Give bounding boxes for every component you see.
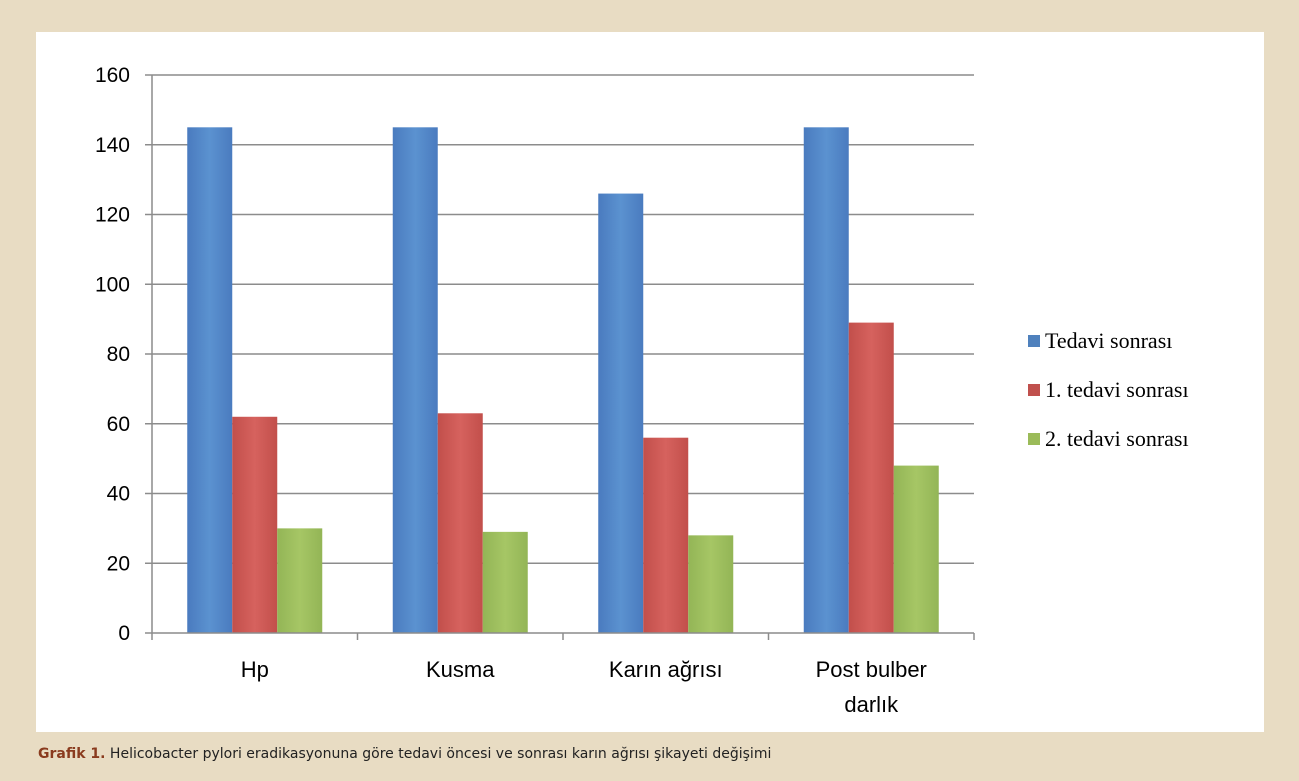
bar-1-2 — [392, 127, 438, 633]
bar-3-2 — [482, 531, 528, 633]
legend-swatch-1 — [1028, 335, 1040, 347]
bar-2-1 — [232, 416, 278, 633]
legend-swatch-2 — [1028, 384, 1040, 396]
bar-2-3 — [643, 437, 689, 633]
y-tick-label: 40 — [107, 483, 130, 506]
bar-3-3 — [688, 535, 734, 633]
caption-label: Grafik 1. — [38, 746, 106, 762]
x-tick-label: Karın ağrısı — [609, 657, 723, 682]
bar-1-1 — [187, 127, 233, 633]
bars — [187, 127, 939, 633]
bar-3-4 — [893, 465, 939, 633]
x-tick-labels: Hp Kusma Karın ağrısı Post bulber darlık — [241, 657, 927, 717]
y-tick-label: 0 — [118, 622, 130, 645]
legend-swatch-3 — [1028, 433, 1040, 445]
caption-text: Helicobacter pylori eradikasyonuna göre … — [109, 746, 772, 762]
legend-label-3: 2. tedavi sonrası — [1045, 426, 1189, 451]
bar-2-2 — [437, 413, 483, 633]
y-tick-label: 140 — [95, 134, 130, 157]
bar-2-4 — [848, 322, 894, 633]
y-tick-label: 20 — [107, 552, 130, 575]
y-tick-label: 120 — [95, 204, 130, 227]
y-tick-label: 60 — [107, 413, 130, 436]
legend-label-2: 1. tedavi sonrası — [1045, 377, 1189, 402]
bar-1-4 — [803, 127, 849, 633]
y-tick-labels: 0 20 40 60 80 100 120 140 160 — [95, 64, 130, 645]
x-tick-label: Kusma — [426, 657, 495, 682]
axes — [145, 74, 975, 640]
y-tick-label: 80 — [107, 343, 130, 366]
bar-1-3 — [598, 193, 644, 633]
x-tick-label: Hp — [241, 657, 269, 682]
figure-caption: Grafik 1. Helicobacter pylori eradikasyo… — [38, 746, 771, 762]
y-tick-label: 100 — [95, 273, 130, 296]
legend-label-1: Tedavi sonrası — [1045, 328, 1172, 353]
legend: Tedavi sonrası 1. tedavi sonrası 2. tedavi… — [1028, 328, 1189, 451]
x-tick-label: Post bulber darlık — [816, 657, 927, 717]
y-tick-label: 160 — [95, 64, 130, 87]
bar-3-1 — [277, 528, 323, 633]
